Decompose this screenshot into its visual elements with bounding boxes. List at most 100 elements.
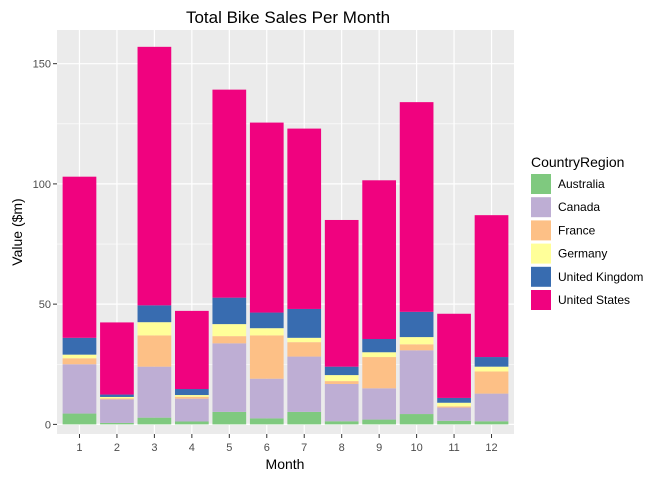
- bar-segment-france: [212, 336, 247, 344]
- bar-segment-germany: [174, 395, 209, 397]
- legend: CountryRegion Australia Canada France Germa…: [531, 154, 643, 310]
- bar-segment-france: [399, 344, 434, 351]
- bar-segment-france: [324, 381, 359, 384]
- bar-segment-france: [174, 396, 209, 399]
- bar-segment-germany: [362, 352, 397, 358]
- bar-segment-france: [437, 406, 471, 408]
- x-tick-label: 8: [339, 442, 345, 454]
- y-tick-label: 100: [33, 179, 51, 191]
- bar-segment-canada: [474, 393, 509, 422]
- y-tick-label: 150: [33, 59, 51, 71]
- x-tick-label: 1: [76, 442, 82, 454]
- bar-segment-canada: [362, 388, 397, 420]
- y-tick-label: 50: [39, 299, 51, 311]
- bar-segment-united-states: [474, 215, 509, 358]
- bar-segment-united-kingdom: [62, 337, 97, 355]
- bar-segment-france: [474, 371, 509, 394]
- legend-key-france: [531, 220, 551, 241]
- bar-segment-australia: [362, 419, 397, 425]
- legend-label-united-kingdom: United Kingdom: [558, 270, 643, 284]
- bar-segment-australia: [174, 421, 209, 425]
- bar-segment-france: [287, 342, 322, 357]
- bar-segment-united-states: [174, 310, 209, 390]
- bar-segment-france: [362, 357, 397, 389]
- bar-segment-germany: [62, 354, 97, 359]
- bar-segment-united-kingdom: [287, 308, 322, 338]
- legend-items: Australia Canada France Germany United Kingd…: [531, 174, 643, 310]
- legend-label-united-states: United States: [558, 293, 630, 307]
- legend-key-united-kingdom: [531, 266, 551, 287]
- bar-segment-united-kingdom: [100, 394, 134, 397]
- bar-segment-australia: [249, 418, 284, 425]
- bar-segment-united-kingdom: [437, 397, 471, 403]
- bar-segment-united-kingdom: [212, 297, 247, 325]
- bar-segment-australia: [399, 414, 434, 425]
- y-axis-title: Value ($m): [9, 198, 25, 265]
- legend-label-germany: Germany: [558, 247, 607, 261]
- x-tick-label: 12: [485, 442, 497, 454]
- x-tick-label: 3: [151, 442, 157, 454]
- x-tick-label: 11: [448, 442, 459, 454]
- legend-label-canada: Canada: [558, 200, 600, 214]
- x-tick-label: 10: [410, 442, 422, 454]
- bar-segment-canada: [174, 398, 209, 422]
- bar-segment-united-kingdom: [137, 305, 172, 323]
- x-tick-label: 7: [301, 442, 307, 454]
- x-axis-title: Month: [266, 456, 305, 472]
- chart-title: Total Bike Sales Per Month: [186, 8, 390, 27]
- bar-segment-united-kingdom: [324, 366, 359, 376]
- bar-segment-germany: [437, 402, 471, 407]
- bar-segment-united-states: [399, 102, 434, 312]
- bar-segment-united-states: [362, 180, 397, 340]
- bar-segment-united-states: [287, 128, 322, 309]
- bar-segment-australia: [137, 417, 172, 425]
- legend-key-united-states: [531, 290, 551, 310]
- bar-segment-australia: [62, 413, 97, 425]
- bar-segment-germany: [212, 324, 247, 337]
- bar-segment-germany: [324, 375, 359, 382]
- bar-segment-canada: [212, 343, 247, 412]
- bar-segment-canada: [324, 383, 359, 422]
- bar-segment-germany: [287, 337, 322, 343]
- bar-segment-united-states: [249, 122, 284, 313]
- bar-segment-united-states: [212, 89, 247, 298]
- legend-key-australia: [531, 174, 551, 194]
- bar-segment-germany: [249, 328, 284, 336]
- bar-segment-france: [249, 335, 284, 379]
- bar-segment-united-kingdom: [474, 357, 509, 367]
- bar-segment-united-kingdom: [174, 389, 209, 396]
- bar-segment-france: [137, 335, 172, 367]
- bar-segment-germany: [137, 322, 172, 336]
- legend-title: CountryRegion: [531, 154, 624, 170]
- bars-group: [62, 46, 509, 425]
- bar-segment-canada: [62, 364, 97, 414]
- bar-segment-australia: [324, 421, 359, 425]
- y-tick-label: 0: [45, 419, 51, 431]
- bar-segment-germany: [100, 396, 134, 399]
- bar-segment-australia: [437, 420, 471, 425]
- bar-segment-canada: [137, 366, 172, 418]
- bar-segment-united-states: [62, 176, 97, 338]
- bar-segment-australia: [287, 411, 322, 425]
- bar-segment-australia: [212, 411, 247, 425]
- x-tick-label: 6: [264, 442, 270, 454]
- bar-segment-france: [62, 358, 97, 365]
- x-tick-label: 5: [226, 442, 232, 454]
- bar-segment-united-kingdom: [362, 339, 397, 353]
- bar-segment-germany: [474, 366, 509, 372]
- x-tick-label: 2: [114, 442, 120, 454]
- bar-segment-germany: [399, 337, 434, 345]
- x-axis: 1 2 3 4 5 6 7 8 9 10 11 12: [76, 434, 498, 454]
- x-tick-label: 4: [189, 442, 195, 454]
- bar-segment-united-states: [324, 219, 359, 367]
- bar-segment-united-states: [100, 322, 134, 395]
- legend-key-canada: [531, 197, 551, 218]
- bar-segment-canada: [437, 407, 471, 421]
- legend-key-germany: [531, 243, 551, 264]
- bar-segment-united-states: [437, 313, 471, 398]
- x-tick-label: 9: [376, 442, 382, 454]
- legend-label-france: France: [558, 223, 596, 237]
- bar-segment-canada: [249, 378, 284, 419]
